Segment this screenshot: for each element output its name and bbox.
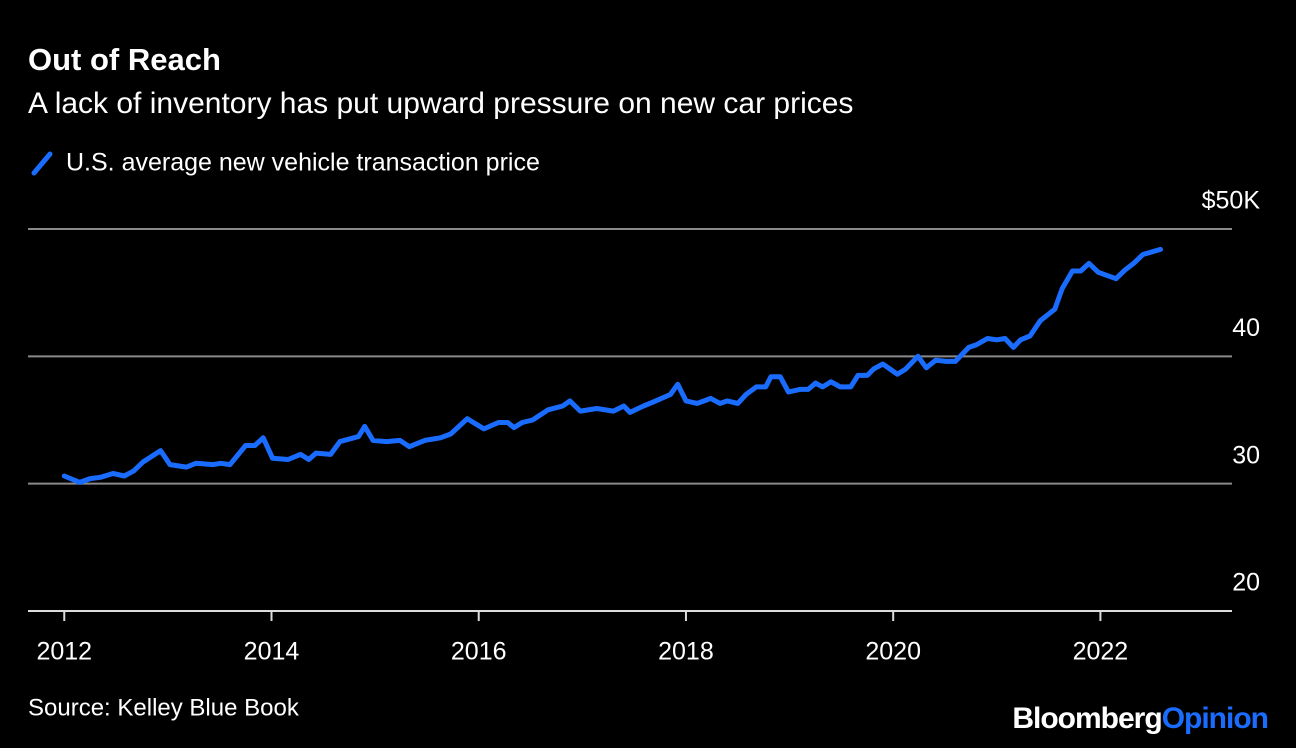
brand-name: Opinion xyxy=(1162,702,1268,735)
y-tick-label: 20 xyxy=(1232,569,1260,597)
x-tick-label: 2018 xyxy=(658,638,714,666)
x-tick-label: 2022 xyxy=(1073,638,1129,666)
brand-name: Bloomberg xyxy=(1012,702,1161,735)
x-tick-label: 2016 xyxy=(451,638,507,666)
legend-swatch xyxy=(31,151,53,176)
x-tick-label: 2012 xyxy=(36,638,92,666)
y-tick-label: 40 xyxy=(1232,314,1260,342)
source: Source: Kelley Blue Book xyxy=(28,694,300,721)
x-tick-label: 2020 xyxy=(865,638,921,666)
y-tick-label: 30 xyxy=(1232,441,1260,469)
chart-title: Out of Reach xyxy=(28,42,221,77)
chart-subtitle: A lack of inventory has put upward press… xyxy=(28,87,853,120)
legend-label: U.S. average new vehicle transaction pri… xyxy=(66,149,540,177)
price-line xyxy=(61,246,1163,485)
y-tick-label: $50K xyxy=(1202,187,1261,215)
x-tick-label: 2014 xyxy=(244,638,300,666)
brand: BloombergOpinion xyxy=(1012,702,1268,735)
